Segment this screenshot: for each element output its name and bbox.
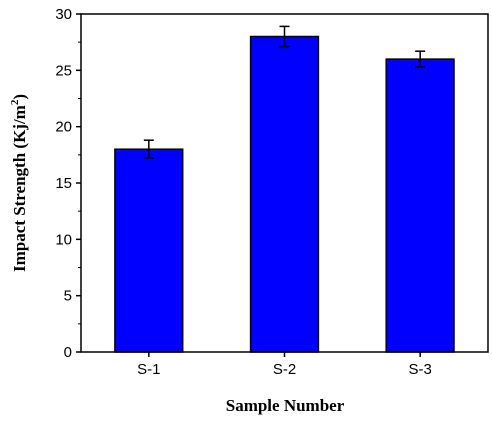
y-axis-title: Impact Strength (Kj/m2) [9,94,29,272]
y-tick-label: 5 [64,288,72,305]
y-tick-label: 25 [55,62,72,79]
x-axis-ticks: S-1 S-2 S-3 [137,352,432,378]
x-tick-label: S-1 [137,361,160,378]
error-bars-layer [143,25,426,159]
x-tick-label: S-3 [408,361,431,378]
x-tick-label: S-2 [273,361,296,378]
y-tick-label: 15 [55,175,72,192]
bar-s-1 [114,148,184,353]
y-tick-label: 20 [55,119,72,136]
y-tick-label: 0 [64,344,72,361]
y-tick-label: 30 [55,6,72,23]
y-axis-ticks: 0 5 10 15 20 25 30 [55,6,81,361]
bar-s-2 [249,35,320,353]
bar-s-3 [385,58,455,353]
x-axis-title: Sample Number [226,396,345,415]
bars-layer [114,35,455,353]
y-tick-label: 10 [55,231,72,248]
